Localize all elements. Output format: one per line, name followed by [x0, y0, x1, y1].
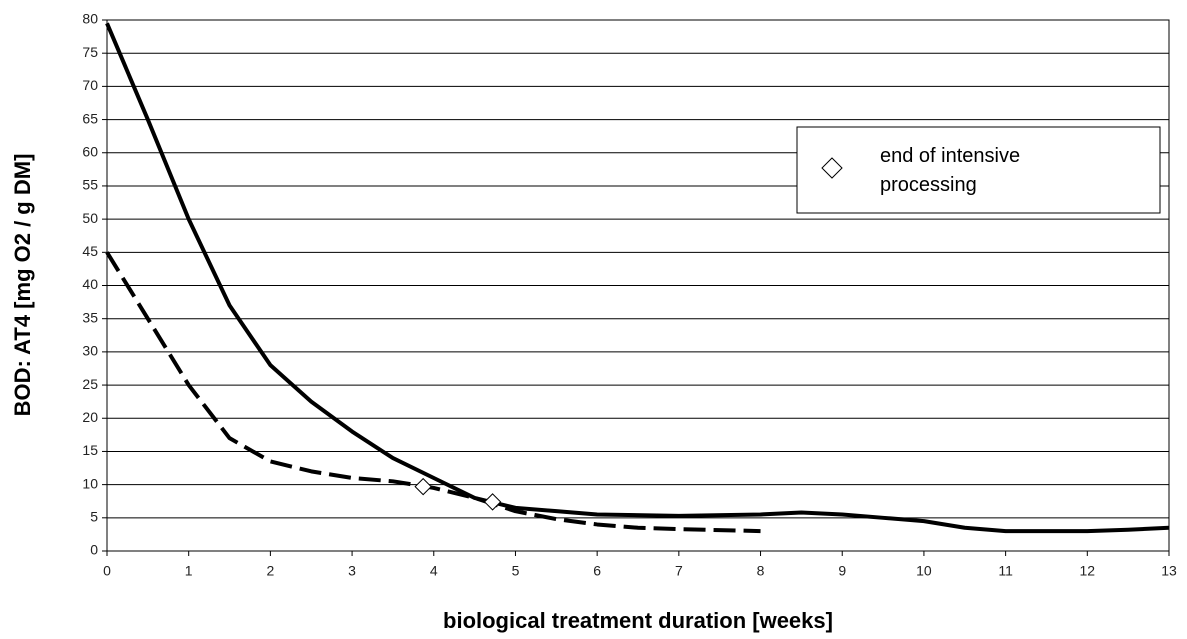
y-tick-label: 15 [82, 442, 98, 458]
legend-label: end of intensive processing [880, 145, 1021, 196]
y-tick-label: 55 [82, 177, 98, 193]
y-tick-label: 80 [82, 11, 98, 27]
x-tick-label: 0 [103, 563, 111, 579]
y-tick-label: 60 [82, 143, 98, 159]
x-tick-label: 4 [430, 563, 438, 579]
x-tick-label: 12 [1080, 563, 1096, 579]
y-tick-label: 75 [82, 44, 98, 60]
x-tick-label: 2 [266, 563, 274, 579]
x-tick-label: 5 [512, 563, 520, 579]
x-tick-label: 8 [757, 563, 765, 579]
x-tick-label: 3 [348, 563, 356, 579]
data-point [483, 493, 502, 511]
series-line [105, 251, 761, 534]
y-tick-label: 50 [82, 210, 98, 226]
y-axis-label: BOD: AT4 [mg O2 / g DM] [10, 154, 35, 417]
y-tick-label: 40 [82, 276, 98, 292]
x-tick-label: 13 [1161, 563, 1177, 579]
data-point [414, 477, 432, 496]
y-tick-label: 35 [82, 309, 98, 325]
y-tick-label: 25 [82, 376, 98, 392]
x-tick-label: 11 [998, 563, 1013, 579]
x-tick-label: 1 [185, 563, 193, 579]
y-tick-label: 70 [82, 77, 98, 93]
y-tick-label: 0 [90, 542, 98, 558]
x-tick-label: 7 [675, 563, 683, 579]
legend-marker [821, 157, 843, 179]
y-tick-label: 65 [82, 110, 98, 126]
x-tick-label: 10 [916, 563, 932, 579]
x-tick-label: 9 [838, 563, 846, 579]
y-tick-label: 45 [82, 243, 98, 259]
x-tick-label: 6 [593, 563, 601, 579]
x-axis-label: biological treatment duration [weeks] [443, 608, 833, 633]
y-tick-label: 10 [82, 475, 98, 491]
series-line [105, 22, 1170, 534]
y-tick-label: 20 [82, 409, 98, 425]
legend-box [796, 126, 1161, 214]
y-tick-label: 5 [90, 509, 98, 525]
y-tick-label: 30 [82, 343, 98, 359]
